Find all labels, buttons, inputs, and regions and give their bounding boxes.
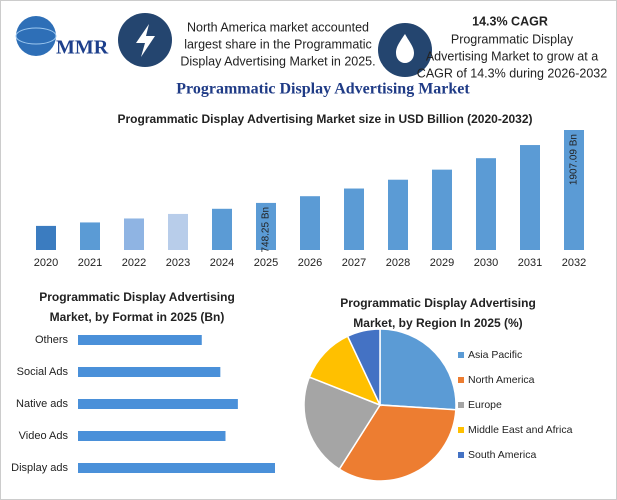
bar <box>256 202 276 250</box>
legend-swatch <box>458 427 464 433</box>
chart-title: Programmatic Display Advertising Market … <box>117 112 532 126</box>
x-tick-label: 2023 <box>166 257 190 269</box>
y-tick-label: Display ads <box>11 462 68 474</box>
legend-label: Middle East and Africa <box>468 424 573 436</box>
y-tick-label: Social Ads <box>17 366 69 378</box>
note-line: North America market accounted <box>187 20 369 34</box>
x-tick-label: 2032 <box>562 257 586 269</box>
legend-label: Asia Pacific <box>468 349 522 361</box>
pie-slice <box>346 328 381 406</box>
x-tick-label: 2027 <box>342 257 366 269</box>
legend-swatch <box>458 377 464 383</box>
bar <box>78 367 221 377</box>
logo-orbit <box>15 27 57 45</box>
bar <box>520 145 540 250</box>
bar <box>388 179 408 250</box>
cagr-title: 14.3% CAGR <box>472 14 548 28</box>
bar <box>564 130 584 250</box>
y-tick-label: Video Ads <box>19 430 69 442</box>
x-tick-label: 2028 <box>386 257 410 269</box>
chart-title: Market, by Region In 2025 (%) <box>353 316 522 330</box>
bar <box>36 225 56 250</box>
bar <box>168 213 188 250</box>
note-line: largest share in the Programmatic <box>184 37 372 51</box>
bar <box>212 208 232 250</box>
bar <box>78 399 238 409</box>
y-tick-label: Native ads <box>16 398 68 410</box>
note-line: Advertising Market to grow at a <box>426 49 598 63</box>
x-tick-label: 2020 <box>34 257 58 269</box>
x-tick-label: 2030 <box>474 257 498 269</box>
legend-label: Europe <box>468 399 502 411</box>
x-tick-label: 2029 <box>430 257 454 269</box>
chart-title: Market, by Format in 2025 (Bn) <box>50 310 225 324</box>
bar <box>124 218 144 250</box>
bar <box>344 188 364 250</box>
x-tick-label: 2022 <box>122 257 146 269</box>
x-tick-label: 2026 <box>298 257 322 269</box>
x-tick-label: 2021 <box>78 257 102 269</box>
logo-text: MMR <box>56 37 109 59</box>
x-tick-label: 2025 <box>254 257 278 269</box>
x-tick-label: 2031 <box>518 257 542 269</box>
value-label: 748.25 Bn <box>261 207 272 253</box>
bar <box>78 463 275 473</box>
value-label: 1907.09 Bn <box>569 134 580 185</box>
chart-title: Programmatic Display Advertising <box>340 296 536 310</box>
legend-swatch <box>458 352 464 358</box>
legend-label: North America <box>468 374 535 386</box>
bar <box>78 431 226 441</box>
note-line: Programmatic Display <box>451 32 574 46</box>
main-title: Programmatic Display Advertising Market <box>176 81 470 98</box>
logo-globe <box>16 16 56 56</box>
pie-slice <box>303 376 382 471</box>
legend-label: South America <box>468 449 536 461</box>
note-line: CAGR of 14.3% during 2026-2032 <box>417 66 607 80</box>
bar <box>432 169 452 250</box>
bar <box>476 158 496 250</box>
y-tick-label: Others <box>35 334 69 346</box>
bolt <box>136 24 155 57</box>
pie-slice <box>379 328 457 411</box>
bar <box>78 335 202 345</box>
x-tick-label: 2024 <box>210 257 234 269</box>
bar <box>80 222 100 250</box>
legend-swatch <box>458 452 464 458</box>
chart-title: Programmatic Display Advertising <box>39 290 235 304</box>
bar <box>300 196 320 250</box>
legend-swatch <box>458 402 464 408</box>
flame <box>396 34 414 63</box>
note-line: Display Advertising Market in 2025. <box>180 54 375 68</box>
